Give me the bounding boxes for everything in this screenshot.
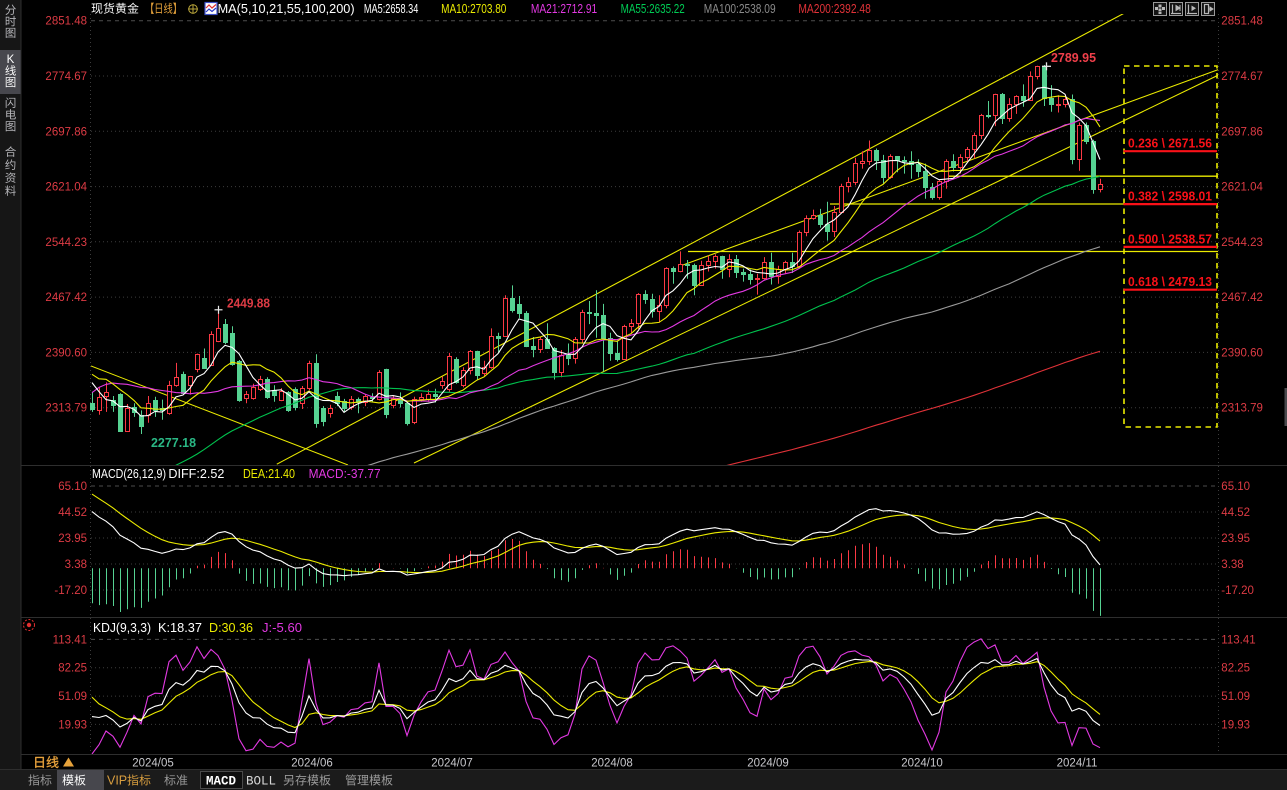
svg-text:J:-5.60: J:-5.60 xyxy=(262,621,302,635)
svg-text:2024/08: 2024/08 xyxy=(591,758,633,770)
svg-text:MACD: MACD xyxy=(206,775,237,789)
svg-text:0.500 \ 2538.57: 0.500 \ 2538.57 xyxy=(1128,232,1212,246)
svg-text:2024/07: 2024/07 xyxy=(431,758,473,770)
svg-text:2789.95: 2789.95 xyxy=(1051,51,1096,65)
svg-text:MA(5,10,21,55,100,200): MA(5,10,21,55,100,200) xyxy=(218,1,355,16)
svg-text:2467.42: 2467.42 xyxy=(45,292,87,304)
svg-text:65.10: 65.10 xyxy=(1221,481,1250,493)
svg-text:51.09: 51.09 xyxy=(58,691,87,703)
svg-text:2024/09: 2024/09 xyxy=(747,758,789,770)
svg-text:MA100:2538.09: MA100:2538.09 xyxy=(704,1,776,16)
svg-text:-17.20: -17.20 xyxy=(1221,585,1254,597)
svg-text:2697.86: 2697.86 xyxy=(1221,126,1263,138)
svg-text:VIP: VIP xyxy=(107,774,127,788)
svg-text:K:18.37: K:18.37 xyxy=(158,621,202,635)
svg-text:0.382 \ 2598.01: 0.382 \ 2598.01 xyxy=(1128,190,1212,204)
svg-text:MACD:-37.77: MACD:-37.77 xyxy=(309,467,381,481)
svg-text:0.236 \ 2671.56: 0.236 \ 2671.56 xyxy=(1128,137,1212,151)
svg-text:D:30.36: D:30.36 xyxy=(209,621,253,635)
svg-text:3.38: 3.38 xyxy=(65,559,87,571)
svg-text:2697.86: 2697.86 xyxy=(45,126,87,138)
svg-text:2313.79: 2313.79 xyxy=(1221,403,1263,415)
svg-text:MACD(26,12,9): MACD(26,12,9) xyxy=(92,467,166,481)
svg-text:BOLL: BOLL xyxy=(246,775,276,789)
svg-text:2467.42: 2467.42 xyxy=(1221,292,1263,304)
svg-text:MA55:2635.22: MA55:2635.22 xyxy=(621,1,685,16)
svg-text:2024/10: 2024/10 xyxy=(901,758,943,770)
svg-text:0.618 \ 2479.13: 0.618 \ 2479.13 xyxy=(1128,275,1212,289)
svg-text:3.38: 3.38 xyxy=(1221,559,1243,571)
svg-text:2621.04: 2621.04 xyxy=(45,182,87,194)
svg-text:2774.67: 2774.67 xyxy=(1221,71,1263,83)
svg-text:44.52: 44.52 xyxy=(1221,507,1250,519)
svg-text:2024/06: 2024/06 xyxy=(291,758,333,770)
svg-text:DEA:21.40: DEA:21.40 xyxy=(243,467,295,481)
svg-text:23.95: 23.95 xyxy=(1221,533,1250,545)
svg-text:2449.88: 2449.88 xyxy=(227,297,270,311)
svg-text:MA5:2658.34: MA5:2658.34 xyxy=(364,1,418,16)
svg-text:113.41: 113.41 xyxy=(1221,634,1255,646)
svg-text:2851.48: 2851.48 xyxy=(45,16,87,28)
svg-text:19.93: 19.93 xyxy=(58,719,87,731)
svg-text:2851.48: 2851.48 xyxy=(1221,16,1263,28)
svg-text:K: K xyxy=(7,54,15,66)
svg-text:44.52: 44.52 xyxy=(58,507,87,519)
svg-text:82.25: 82.25 xyxy=(58,663,87,675)
svg-text:65.10: 65.10 xyxy=(58,481,87,493)
svg-text:23.95: 23.95 xyxy=(58,533,87,545)
svg-text:2313.79: 2313.79 xyxy=(45,403,87,415)
svg-text:DIFF:2.52: DIFF:2.52 xyxy=(168,467,224,481)
svg-text:2024/11: 2024/11 xyxy=(1057,758,1098,770)
svg-text:2024/05: 2024/05 xyxy=(132,758,174,770)
svg-text:2774.67: 2774.67 xyxy=(45,71,87,83)
svg-text:51.09: 51.09 xyxy=(1221,691,1250,703)
svg-text:MA21:2712.91: MA21:2712.91 xyxy=(531,1,597,16)
svg-text:113.41: 113.41 xyxy=(53,634,87,646)
svg-text:2277.18: 2277.18 xyxy=(151,436,196,450)
svg-text:MA10:2703.80: MA10:2703.80 xyxy=(441,1,506,16)
svg-text:82.25: 82.25 xyxy=(1221,663,1250,675)
svg-text:2390.60: 2390.60 xyxy=(45,347,87,359)
svg-text:2544.23: 2544.23 xyxy=(45,237,87,249)
svg-text:19.93: 19.93 xyxy=(1221,719,1250,731)
svg-text:2621.04: 2621.04 xyxy=(1221,182,1263,194)
svg-text:KDJ(9,3,3): KDJ(9,3,3) xyxy=(93,621,151,635)
svg-text:-17.20: -17.20 xyxy=(54,585,87,597)
svg-text:MA200:2392.48: MA200:2392.48 xyxy=(798,1,870,16)
svg-text:2544.23: 2544.23 xyxy=(1221,237,1263,249)
svg-text:2390.60: 2390.60 xyxy=(1221,347,1263,359)
